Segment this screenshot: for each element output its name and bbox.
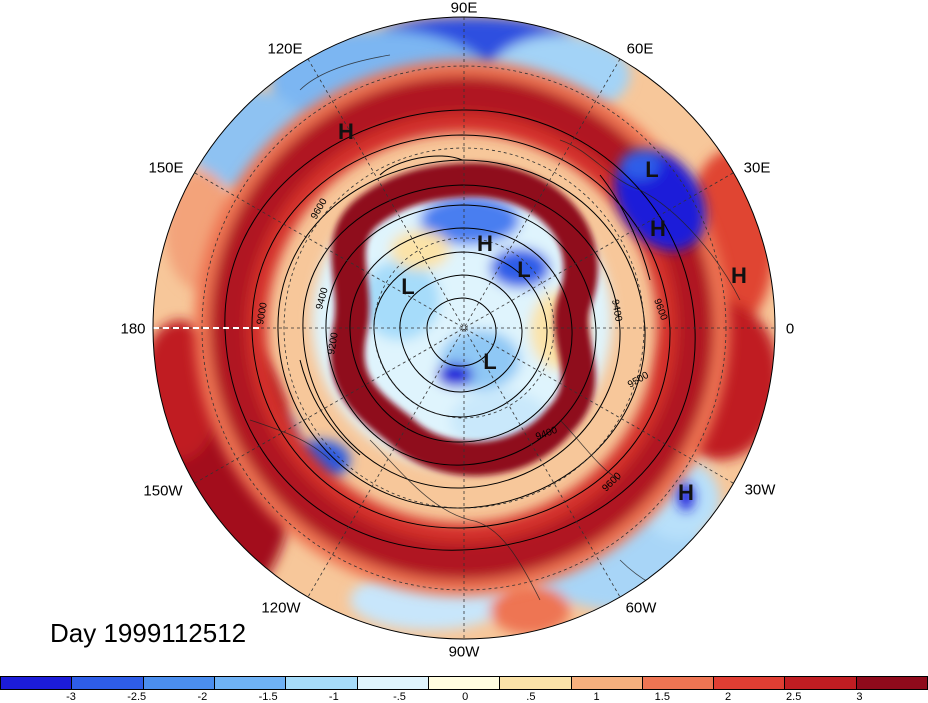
high-pressure-marker: H <box>678 480 694 505</box>
colorbar-segment <box>1 677 73 689</box>
colorbar-segment <box>856 677 928 689</box>
graticule <box>153 17 775 639</box>
high-pressure-marker: H <box>477 231 493 256</box>
contour-label: 9400 <box>609 299 624 323</box>
low-pressure-marker: L <box>517 257 531 282</box>
longitude-label: 60E <box>626 40 654 58</box>
day-label: Day 1999112512 <box>50 618 247 648</box>
colorbar-segment <box>357 677 429 689</box>
colorbar-segment <box>571 677 643 689</box>
colorbar <box>0 676 928 690</box>
colorbar-tick-label: 3 <box>856 691 863 703</box>
longitude-label: 90W <box>448 643 480 661</box>
map-border <box>152 16 776 640</box>
high-pressure-marker: H <box>338 119 354 144</box>
longitude-label: 180 <box>120 320 146 338</box>
longitude-label: 150W <box>143 482 183 500</box>
colorbar-tick-label: -1.5 <box>258 691 278 703</box>
colorbar-segment <box>214 677 287 689</box>
colorbar-segment <box>642 677 715 689</box>
colorbar-tick-label: -2 <box>197 691 208 703</box>
longitude-label: 30E <box>743 159 771 177</box>
colorbar-segment <box>785 677 857 689</box>
colorbar-tick-label: -3 <box>66 691 76 703</box>
longitude-label: 30W <box>744 481 776 499</box>
longitude-label: 120E <box>267 40 303 58</box>
colorbar-tick-label: 0 <box>462 691 469 703</box>
longitude-label: 90E <box>450 0 478 17</box>
longitude-label: 60W <box>625 599 657 617</box>
contour-label: 9000 <box>255 301 270 325</box>
longitude-label: 0 <box>785 320 795 338</box>
colorbar-tick-label: 2.5 <box>786 691 802 703</box>
colorbar-segment <box>428 677 501 689</box>
colorbar-segment <box>500 677 572 689</box>
low-pressure-marker: L <box>483 349 497 374</box>
low-pressure-marker: L <box>401 274 415 299</box>
colorbar-segment <box>714 677 786 689</box>
coastlines <box>249 54 741 601</box>
geopotential-contours <box>224 109 696 551</box>
colorbar-segment <box>286 677 358 689</box>
low-pressure-marker: L <box>645 157 659 182</box>
high-pressure-marker: H <box>650 216 666 241</box>
longitude-label: 150E <box>148 159 184 177</box>
colorbar-segment <box>143 677 215 689</box>
colorbar-tick-label: .5 <box>526 691 536 703</box>
colorbar-segment <box>72 677 144 689</box>
longitude-label: 120W <box>261 599 301 617</box>
colorbar-tick-label: -.5 <box>393 691 406 703</box>
colorbar-tick-label: 1.5 <box>654 691 670 703</box>
colorbar-tick-label: 1 <box>593 691 600 703</box>
colorbar-tick-label: 2 <box>724 691 732 703</box>
contour-label: 9200 <box>326 331 341 355</box>
colorbar-tick-label: -2.5 <box>127 691 147 703</box>
colorbar-tick-label: -1 <box>328 691 339 703</box>
high-pressure-marker: H <box>731 263 747 288</box>
